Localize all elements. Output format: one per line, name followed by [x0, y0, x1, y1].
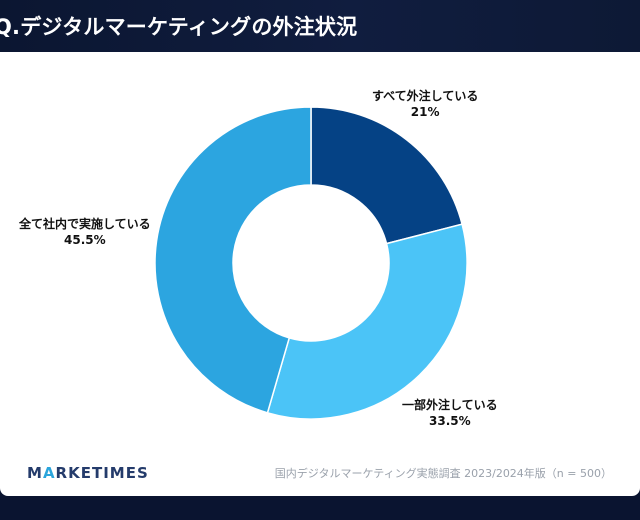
slice-partly-outsourced: [266, 223, 468, 420]
slice-label-value: 45.5%: [64, 233, 106, 247]
slice-label-name: 一部外注している: [402, 398, 498, 412]
slice-all-in-house: [154, 106, 312, 414]
page-title: Q.デジタルマーケティングの外注状況: [0, 15, 358, 39]
marketimes-logo: MARKETIMES: [27, 464, 149, 482]
slice-label-value: 33.5%: [429, 414, 471, 428]
slice-label-all-outsourced: すべて外注している 21%: [372, 88, 478, 120]
slice-label-value: 21%: [410, 105, 440, 119]
donut-chart: [154, 106, 468, 420]
slice-label-name: すべて外注している: [372, 89, 479, 103]
slice-label-all-in-house: 全て社内で実施している 45.5%: [19, 216, 151, 248]
footer-band: [0, 496, 640, 520]
slice-label-name: 全て社内で実施している: [19, 217, 151, 231]
slice-all-outsourced: [310, 106, 464, 245]
chart-card: すべて外注している 21% 一部外注している 33.5% 全て社内で実施している…: [0, 52, 640, 496]
slice-label-partly-outsourced: 一部外注している 33.5%: [402, 397, 498, 429]
source-note: 国内デジタルマーケティング実態調査 2023/2024年版（n = 500）: [274, 467, 612, 480]
header-bar: Q.デジタルマーケティングの外注状況: [0, 0, 640, 52]
